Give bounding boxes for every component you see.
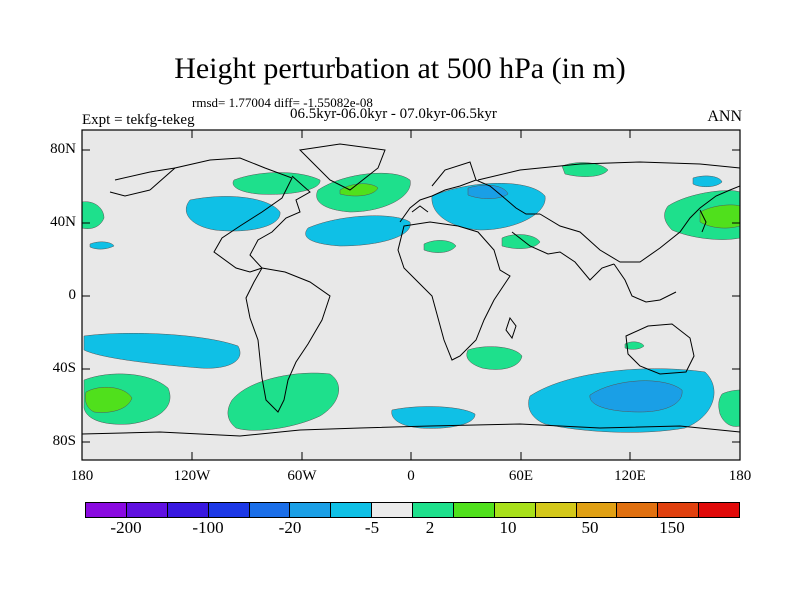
colorbar-swatch [372, 503, 413, 517]
colorbar-label: -20 [278, 518, 302, 537]
colorbar-swatch [453, 503, 495, 517]
contour-negative-satl [391, 406, 476, 429]
contour-positive-west-edge [82, 201, 105, 229]
contour-negative-kamchatka [692, 175, 723, 187]
lat-label-40n: 40N [50, 214, 76, 230]
contour-negative-npac [185, 196, 281, 232]
experiment-label: Expt = tekfg-tekeg [82, 112, 195, 128]
coast-greenland [298, 143, 386, 191]
contour-positive-greenland [232, 172, 321, 195]
lon-label-180e: 180 [728, 468, 752, 484]
contour-positive-natl-core [339, 183, 379, 197]
colorbar-label: 50 [581, 518, 599, 537]
colorbar-swatch [699, 503, 739, 517]
lat-label-80s: 80S [52, 433, 76, 449]
colorbar-swatch [535, 503, 577, 517]
colorbar-label: 2 [425, 518, 435, 537]
lat-label-80n: 80N [50, 141, 76, 157]
colorbar-swatch [126, 503, 168, 517]
colorbar-swatch [413, 503, 454, 517]
contour-positive-npac-core [699, 204, 740, 229]
colorbar-label: -100 [192, 518, 224, 537]
contour-positive-east-edge [718, 389, 740, 427]
figure-title: Height perturbation at 500 hPa (in m) [174, 52, 626, 85]
coast-africa [397, 221, 511, 361]
colorbar-swatch [331, 503, 373, 517]
coast-europe [399, 179, 540, 223]
contour-negative-spac [83, 332, 241, 369]
colorbar-swatch [617, 503, 659, 517]
colorbar [85, 502, 740, 518]
coast-south-america [245, 267, 331, 413]
lon-label-180w: 180 [70, 468, 94, 484]
colorbar-swatch [167, 503, 209, 517]
coast-australia [625, 323, 695, 375]
coast-se-asia [613, 263, 677, 303]
colorbar-swatch [249, 503, 291, 517]
colorbar-swatch [208, 503, 250, 517]
lon-label-120w: 120W [173, 468, 211, 484]
contour-fields [82, 162, 740, 433]
contour-positive-africa [423, 240, 457, 253]
lat-label-0: 0 [68, 287, 77, 303]
colorbar-swatch [658, 503, 700, 517]
contour-positive-sind-west [466, 346, 523, 370]
coast-asia [477, 161, 740, 263]
lon-label-60w: 60W [287, 468, 317, 484]
lat-label-40s: 40S [52, 360, 76, 376]
colorbar-swatch [290, 503, 332, 517]
coast-scandinavia [431, 161, 477, 187]
colorbar-label: 10 [499, 518, 517, 537]
coast-japan [699, 209, 707, 233]
coast-alaska [109, 167, 176, 197]
coast-madagascar [505, 316, 517, 340]
contour-positive-aus-south [624, 341, 645, 350]
contour-negative-east-europe [467, 184, 509, 199]
contour-negative-sind-core [589, 380, 683, 413]
coast-north-america [149, 157, 311, 273]
period-label: 06.5kyr-06.0kyr - 07.0kyr-06.5kyr [290, 106, 497, 122]
stats-text: rmsd= 1.77004 diff= -1.55082e-08 [192, 95, 373, 110]
colorbar-label: -5 [364, 518, 380, 537]
colorbar-swatch [494, 503, 536, 517]
contour-negative-small [89, 241, 115, 250]
colorbar-label: -200 [110, 518, 142, 537]
colorbar-swatch [576, 503, 618, 517]
contour-positive-spac-core [85, 386, 133, 413]
lon-label-120e: 120E [614, 468, 646, 484]
season-label: ANN [707, 108, 742, 125]
coast-antarctica [82, 423, 740, 437]
lon-label-60e: 60E [508, 468, 534, 484]
contour-positive-arctic [561, 162, 609, 177]
coast-arabia-india [511, 231, 615, 281]
lon-label-0: 0 [407, 468, 415, 484]
coastlines [82, 143, 740, 437]
colorbar-label: 150 [659, 518, 685, 537]
colorbar-swatch [86, 503, 127, 517]
axis-ticks [82, 130, 740, 460]
